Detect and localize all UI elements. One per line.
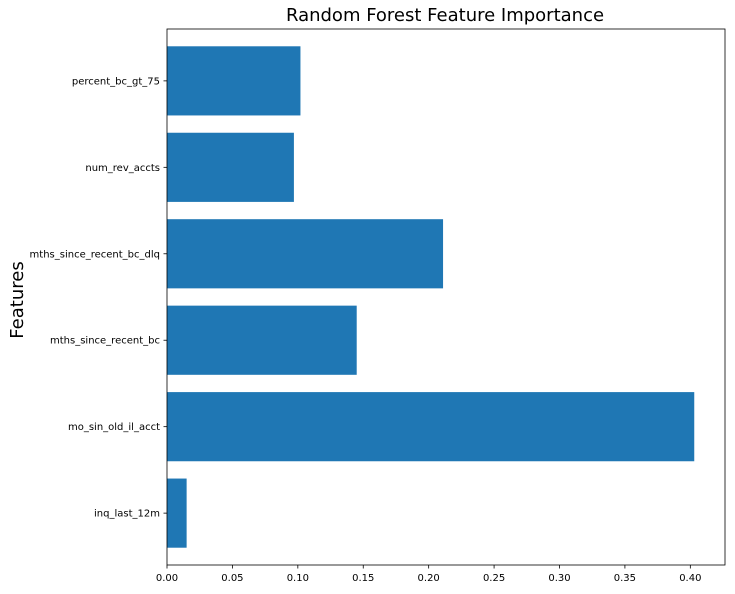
- y-tick-label: percent_bc_gt_75: [72, 76, 160, 87]
- x-tick-label: 0.15: [352, 573, 374, 584]
- bar-inq-last-12m: [167, 478, 187, 548]
- x-tick-label: 0.20: [418, 573, 440, 584]
- bar-mths-since-recent-bc-dlq: [167, 219, 444, 289]
- y-ticks-group: inq_last_12m mo_sin_old_il_acct mths_since…: [30, 76, 167, 520]
- y-tick-label: num_rev_accts: [85, 163, 160, 174]
- y-tick-label: mths_since_recent_bc: [50, 336, 160, 347]
- y-tick-label: mo_sin_old_il_acct: [68, 422, 160, 433]
- chart-title: Random Forest Feature Importance: [286, 5, 604, 26]
- x-tick-label: 0.10: [287, 573, 309, 584]
- x-tick-label: 0.30: [548, 573, 570, 584]
- bar-mo-sin-old-il-acct: [167, 392, 695, 462]
- x-tick-label: 0.00: [156, 573, 178, 584]
- x-tick-label: 0.25: [483, 573, 505, 584]
- plot-frame: [166, 28, 726, 566]
- y-tick-label: mths_since_recent_bc_dlq: [30, 249, 160, 260]
- bar-mths-since-recent-bc: [167, 305, 357, 375]
- x-ticks-group: 0.00 0.05 0.10 0.15 0.20 0.25 0.30 0.35 0.40: [156, 565, 701, 584]
- y-axis-label: Features: [7, 261, 28, 338]
- bars-group: [167, 46, 695, 548]
- bar-percent-bc-gt-75: [167, 46, 301, 116]
- x-tick-label: 0.05: [221, 573, 243, 584]
- y-tick-label: inq_last_12m: [94, 509, 160, 520]
- x-tick-label: 0.35: [614, 573, 636, 584]
- bar-num-rev-accts: [167, 132, 294, 202]
- x-tick-label: 0.40: [679, 573, 701, 584]
